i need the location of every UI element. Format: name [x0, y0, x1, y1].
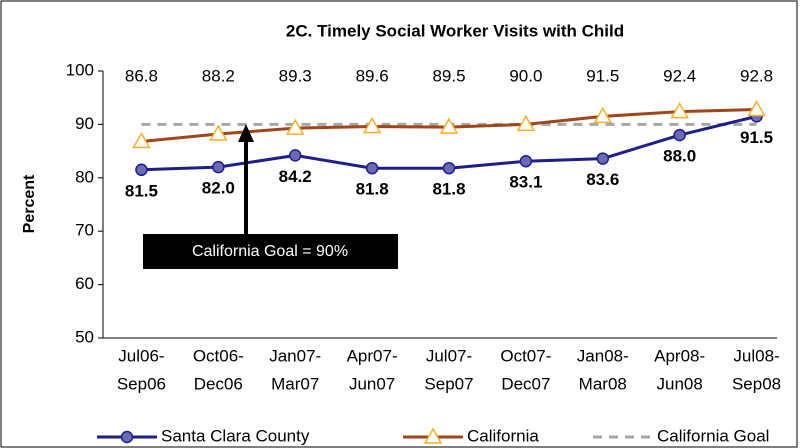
- legend-marker: [120, 430, 134, 444]
- x-tick-label: Apr07-: [347, 346, 398, 365]
- point: [593, 106, 613, 124]
- x-tick-label: Oct07-: [500, 346, 551, 365]
- legend-label: California Goal: [657, 426, 769, 445]
- data-label: 91.5: [586, 66, 619, 85]
- annotation-arrowhead: [238, 124, 254, 142]
- y-tick-label: 50: [75, 327, 94, 346]
- x-tick-label: Jul08-: [733, 346, 779, 365]
- y-tick-label: 70: [75, 221, 94, 240]
- point: [747, 99, 766, 117]
- point: [519, 154, 533, 168]
- data-label: 88.0: [663, 147, 696, 166]
- x-tick-label: Jul07-: [426, 346, 472, 365]
- point: [288, 149, 302, 162]
- point: [362, 117, 382, 134]
- data-label: 81.5: [125, 181, 158, 200]
- x-tick-label: Dec06: [194, 374, 243, 393]
- x-tick-label: Sep08: [732, 374, 781, 393]
- data-label: 89.6: [356, 66, 389, 85]
- point: [596, 152, 610, 165]
- x-tick-label: Mar08: [579, 374, 627, 393]
- x-tick-label: Sep07: [424, 374, 473, 393]
- x-tick-label: Oct06-: [193, 346, 244, 365]
- data-label: 89.5: [432, 66, 465, 85]
- x-tick-label: Mar07: [271, 374, 319, 393]
- data-label: 84.2: [279, 167, 312, 186]
- y-tick-label: 60: [75, 274, 94, 293]
- point: [132, 131, 151, 149]
- point: [439, 117, 459, 134]
- x-tick-label: Jan08-: [577, 346, 629, 365]
- x-tick-label: Jun08: [657, 374, 703, 393]
- chart-title: 2C. Timely Social Worker Visits with Chi…: [286, 21, 624, 40]
- point: [442, 161, 456, 175]
- y-tick-label: 80: [75, 167, 94, 186]
- data-label: 83.6: [586, 170, 619, 189]
- data-label: 91.5: [740, 128, 773, 147]
- data-label: 81.8: [356, 180, 389, 199]
- data-label: 90.0: [509, 66, 542, 85]
- x-tick-label: Apr08-: [654, 346, 705, 365]
- y-tick-label: 100: [66, 60, 94, 79]
- point: [516, 114, 536, 132]
- x-tick-label: Jun07: [349, 374, 395, 393]
- data-label: 92.8: [740, 66, 773, 85]
- point: [209, 124, 228, 141]
- point: [212, 160, 225, 174]
- data-label: 81.8: [432, 180, 465, 199]
- legend-label: Santa Clara County: [161, 426, 310, 445]
- data-label: 92.4: [663, 66, 696, 85]
- data-label: 88.2: [202, 66, 235, 85]
- point: [365, 161, 379, 175]
- x-tick-label: Dec07: [501, 374, 550, 393]
- y-tick-label: 90: [75, 114, 94, 133]
- annotation: California Goal = 90%: [192, 243, 348, 260]
- y-axis-label: Percent: [21, 174, 38, 233]
- point: [285, 118, 305, 135]
- legend-marker: [423, 427, 443, 444]
- data-label: 82.0: [202, 179, 235, 198]
- data-label: 86.8: [125, 66, 158, 85]
- data-label: 83.1: [509, 173, 542, 192]
- x-tick-label: Jul06-: [118, 346, 164, 365]
- point: [135, 163, 148, 177]
- point: [673, 128, 686, 142]
- legend-label: California: [467, 426, 539, 445]
- x-tick-label: Jan07-: [269, 346, 321, 365]
- annotation-box: [143, 234, 398, 269]
- data-label: 89.3: [279, 66, 312, 85]
- point: [670, 102, 689, 119]
- x-tick-label: Sep06: [117, 374, 166, 393]
